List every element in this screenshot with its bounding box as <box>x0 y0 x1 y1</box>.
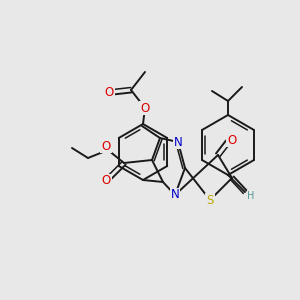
Text: O: O <box>101 175 111 188</box>
Text: N: N <box>174 136 182 148</box>
Text: N: N <box>171 188 179 202</box>
Text: O: O <box>101 140 111 152</box>
Text: H: H <box>247 191 255 201</box>
Text: O: O <box>227 134 237 146</box>
Text: O: O <box>104 85 114 98</box>
Text: S: S <box>206 194 214 206</box>
Text: O: O <box>140 101 150 115</box>
